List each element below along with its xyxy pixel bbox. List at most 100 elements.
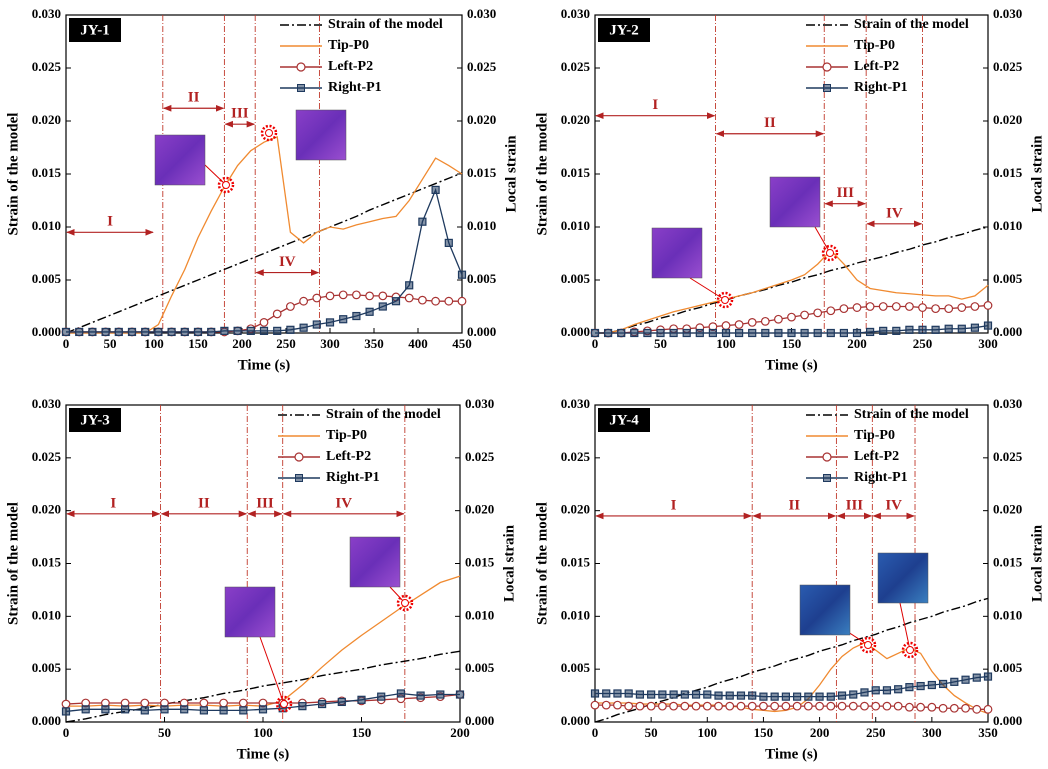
y-tick-label: 0.025	[32, 449, 62, 464]
y-tick-label: 0.010	[32, 218, 61, 233]
data-point	[352, 311, 361, 321]
y-tick-label: 0.025	[32, 59, 62, 74]
panel-title-box	[598, 408, 650, 432]
data-point	[770, 701, 780, 711]
data-point	[721, 321, 731, 330]
data-point	[761, 328, 770, 338]
data-point	[75, 327, 84, 337]
y-tick-label: 0.020	[32, 112, 61, 127]
data-point	[635, 701, 645, 711]
stage-label: III	[231, 106, 249, 122]
data-point	[725, 701, 735, 711]
y-tick-label: 0.015	[32, 554, 62, 569]
data-point	[590, 700, 600, 710]
data-point	[140, 706, 149, 715]
legend-label: Strain of the model	[854, 17, 969, 32]
data-point	[736, 691, 746, 700]
series-line	[65, 172, 463, 334]
data-point	[734, 320, 744, 329]
stage-label: III	[836, 185, 854, 201]
data-point	[298, 702, 307, 711]
data-point	[613, 700, 622, 710]
y2-axis-label: Local strain	[501, 524, 517, 602]
y-axis-label: Strain of the model	[534, 113, 550, 236]
data-point	[931, 325, 940, 334]
x-tick-label: 100	[698, 725, 718, 740]
y-tick-label: 0.000	[561, 713, 590, 728]
data-point	[160, 705, 169, 714]
y-tick-label: 0.030	[32, 6, 61, 21]
y2-tick-label: 0.030	[993, 6, 1022, 21]
x-tick-label: 350	[978, 725, 998, 740]
data-point	[339, 315, 348, 324]
data-point	[61, 327, 71, 337]
data-point	[918, 303, 927, 312]
data-point	[299, 296, 309, 306]
data-point	[905, 702, 914, 712]
legend-label: Right-P1	[326, 470, 380, 485]
data-point	[961, 703, 970, 713]
x-tick-label: 0	[592, 725, 599, 740]
y-tick-label: 0.025	[561, 449, 591, 464]
data-point	[590, 689, 600, 698]
data-point	[721, 328, 731, 338]
data-point	[141, 327, 150, 337]
legend-label: Strain of the model	[326, 407, 441, 422]
data-point	[431, 296, 441, 306]
data-point	[961, 675, 970, 684]
y2-axis-label: Local strain	[503, 135, 519, 213]
data-point	[378, 291, 388, 301]
data-point	[457, 296, 467, 306]
data-point	[602, 689, 611, 698]
data-point	[272, 309, 282, 319]
y2-axis-label: Local strain	[1029, 135, 1045, 213]
legend-label: Tip-P0	[328, 38, 369, 53]
stage-label: II	[188, 90, 200, 106]
data-point	[826, 692, 835, 701]
legend-marker	[294, 452, 304, 462]
legend-label: Right-P1	[854, 470, 908, 485]
data-point	[916, 702, 926, 712]
data-point	[405, 281, 414, 290]
series-line	[65, 650, 461, 723]
failure-marker-core	[265, 129, 273, 137]
data-point	[879, 326, 888, 335]
data-point	[725, 691, 734, 700]
image-inset	[154, 134, 206, 186]
data-point	[787, 328, 796, 338]
y2-tick-label: 0.020	[993, 112, 1022, 127]
legend-label: Tip-P0	[326, 428, 367, 443]
data-point	[748, 328, 757, 338]
data-point	[893, 701, 903, 711]
x-tick-label: 200	[847, 336, 867, 351]
legend-marker	[295, 474, 303, 482]
data-point	[804, 692, 813, 701]
x-tick-label: 300	[922, 725, 942, 740]
data-point	[590, 328, 600, 338]
y2-tick-label: 0.025	[993, 449, 1023, 464]
data-point	[865, 327, 875, 337]
failure-marker-core	[721, 296, 729, 304]
data-point	[852, 328, 862, 338]
data-point	[455, 690, 465, 699]
y-tick-label: 0.030	[561, 6, 590, 21]
y-tick-label: 0.020	[32, 502, 61, 517]
data-point	[219, 698, 229, 708]
data-point	[927, 702, 937, 712]
legend-label: Left-P2	[854, 449, 899, 464]
x-tick-label: 300	[978, 336, 998, 351]
y-axis-label: Strain of the model	[5, 113, 21, 236]
y-tick-label: 0.005	[561, 660, 591, 675]
legend-label: Tip-P0	[854, 428, 895, 443]
data-point	[154, 327, 163, 337]
data-point	[708, 328, 718, 338]
inset-pointer	[689, 277, 726, 301]
data-point	[860, 701, 869, 711]
data-point	[970, 302, 980, 311]
data-point	[770, 692, 779, 701]
y2-tick-label: 0.020	[465, 502, 494, 517]
plot-area	[65, 404, 461, 723]
data-point	[714, 691, 723, 700]
data-point	[682, 328, 691, 338]
panel-title: JY-1	[80, 22, 109, 38]
